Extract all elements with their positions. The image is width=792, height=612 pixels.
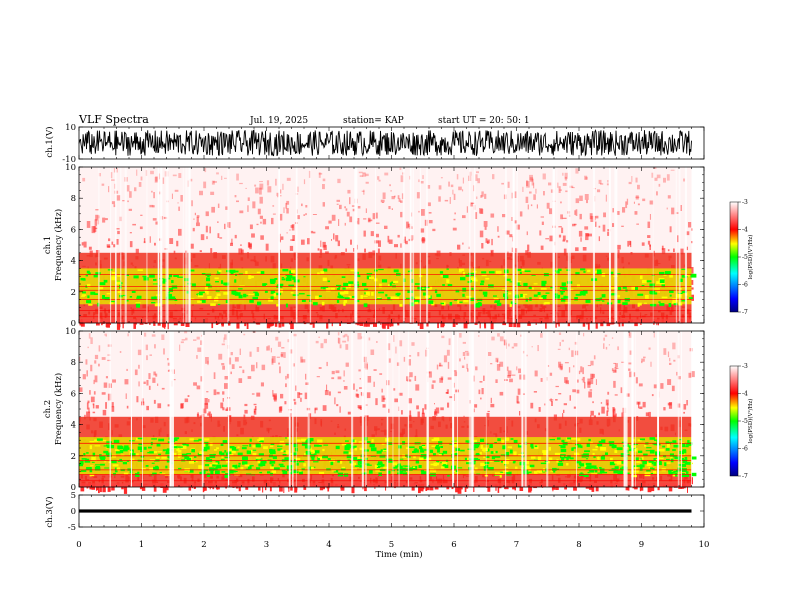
y-tick-label: 4	[71, 257, 76, 267]
y-tick-label: 5	[71, 491, 76, 501]
y-tick-label: 6	[71, 225, 76, 235]
y-tick-label: 0	[71, 483, 76, 493]
time-xlabel: Time (min)	[375, 549, 422, 560]
ch1-waveform-panel	[78, 129, 692, 157]
ch1-spectrogram-panel	[79, 167, 697, 330]
ch1-colorbar-label: log(PSD)(V²/Hz)	[747, 235, 754, 280]
waveform-trace	[79, 509, 692, 513]
colorbar-tick-label: -7	[742, 309, 748, 316]
ylabel-frequency: Frequency (kHz)	[53, 209, 64, 281]
x-tick-label: 2	[201, 540, 206, 550]
ch1-voltage-ylabel: ch.1(V)	[44, 126, 55, 157]
ch1-colorbar: log(PSD)(V²/Hz) -3 -4 -5 -6 -7	[729, 199, 754, 316]
ch2-colorbar-label: log(PSD)(V²/Hz)	[747, 399, 754, 444]
y-tick-label: 6	[71, 389, 76, 399]
ch2-frequency-ylabel: ch.2Frequency (kHz)	[43, 373, 64, 445]
figure-title: VLF Spectra	[78, 113, 149, 126]
y-tick-label: -10	[62, 155, 76, 165]
x-tick-label: 4	[326, 540, 331, 550]
ylabel-frequency: Frequency (kHz)	[53, 373, 64, 445]
y-tick-label: 0	[71, 319, 76, 329]
colorbar-tick-label: -3	[742, 199, 748, 206]
x-tick-label: 6	[451, 540, 456, 550]
ch2-spectrogram-panel	[79, 331, 697, 494]
y-tick-label: 10	[65, 123, 76, 133]
colorbar-tick-label: -6	[742, 282, 748, 289]
waveform-trace	[78, 129, 692, 157]
y-tick-label: 4	[71, 421, 76, 431]
ch1-frequency-ylabel: ch.1Frequency (kHz)	[43, 209, 64, 281]
colorbar-tick-label: -5	[742, 418, 748, 425]
colorbar-tick-label: -4	[742, 227, 748, 234]
x-tick-label: 0	[76, 540, 81, 550]
ch2-colorbar: log(PSD)(V²/Hz) -3 -4 -5 -6 -7	[729, 363, 754, 480]
colorbar-tick-label: -5	[742, 254, 748, 261]
colorbar-tick-label: -4	[742, 391, 748, 398]
y-tick-label: 2	[71, 288, 76, 298]
colorbar-tick-label: -7	[742, 473, 748, 480]
ylabel-channel: ch.2	[43, 400, 53, 418]
y-tick-label: 2	[71, 452, 76, 462]
y-tick-label: 0	[71, 507, 76, 517]
colorbar-tick-label: -3	[742, 363, 748, 370]
date-label: Jul. 19, 2025	[249, 116, 308, 126]
start-time-label: start UT = 20: 50: 1	[438, 116, 530, 126]
x-tick-label: 5	[389, 540, 394, 550]
y-tick-label: 10	[65, 163, 76, 173]
x-tick-label: 7	[514, 540, 519, 550]
x-tick-label: 10	[699, 540, 710, 550]
x-tick-label: 3	[264, 540, 269, 550]
y-tick-label: -5	[68, 523, 76, 533]
ylabel-channel: ch.1	[43, 236, 53, 254]
y-tick-label: 8	[71, 194, 76, 204]
ch3-waveform-panel	[79, 509, 692, 513]
y-tick-label: 8	[71, 358, 76, 368]
x-tick-label: 1	[139, 540, 144, 550]
x-tick-label: 8	[576, 540, 581, 550]
station-label: station= KAP	[343, 116, 404, 126]
ch3-voltage-ylabel: ch.3(V)	[44, 496, 55, 527]
colorbar-tick-label: -6	[742, 446, 748, 453]
y-tick-label: 10	[65, 327, 76, 337]
x-tick-label: 9	[639, 540, 644, 550]
